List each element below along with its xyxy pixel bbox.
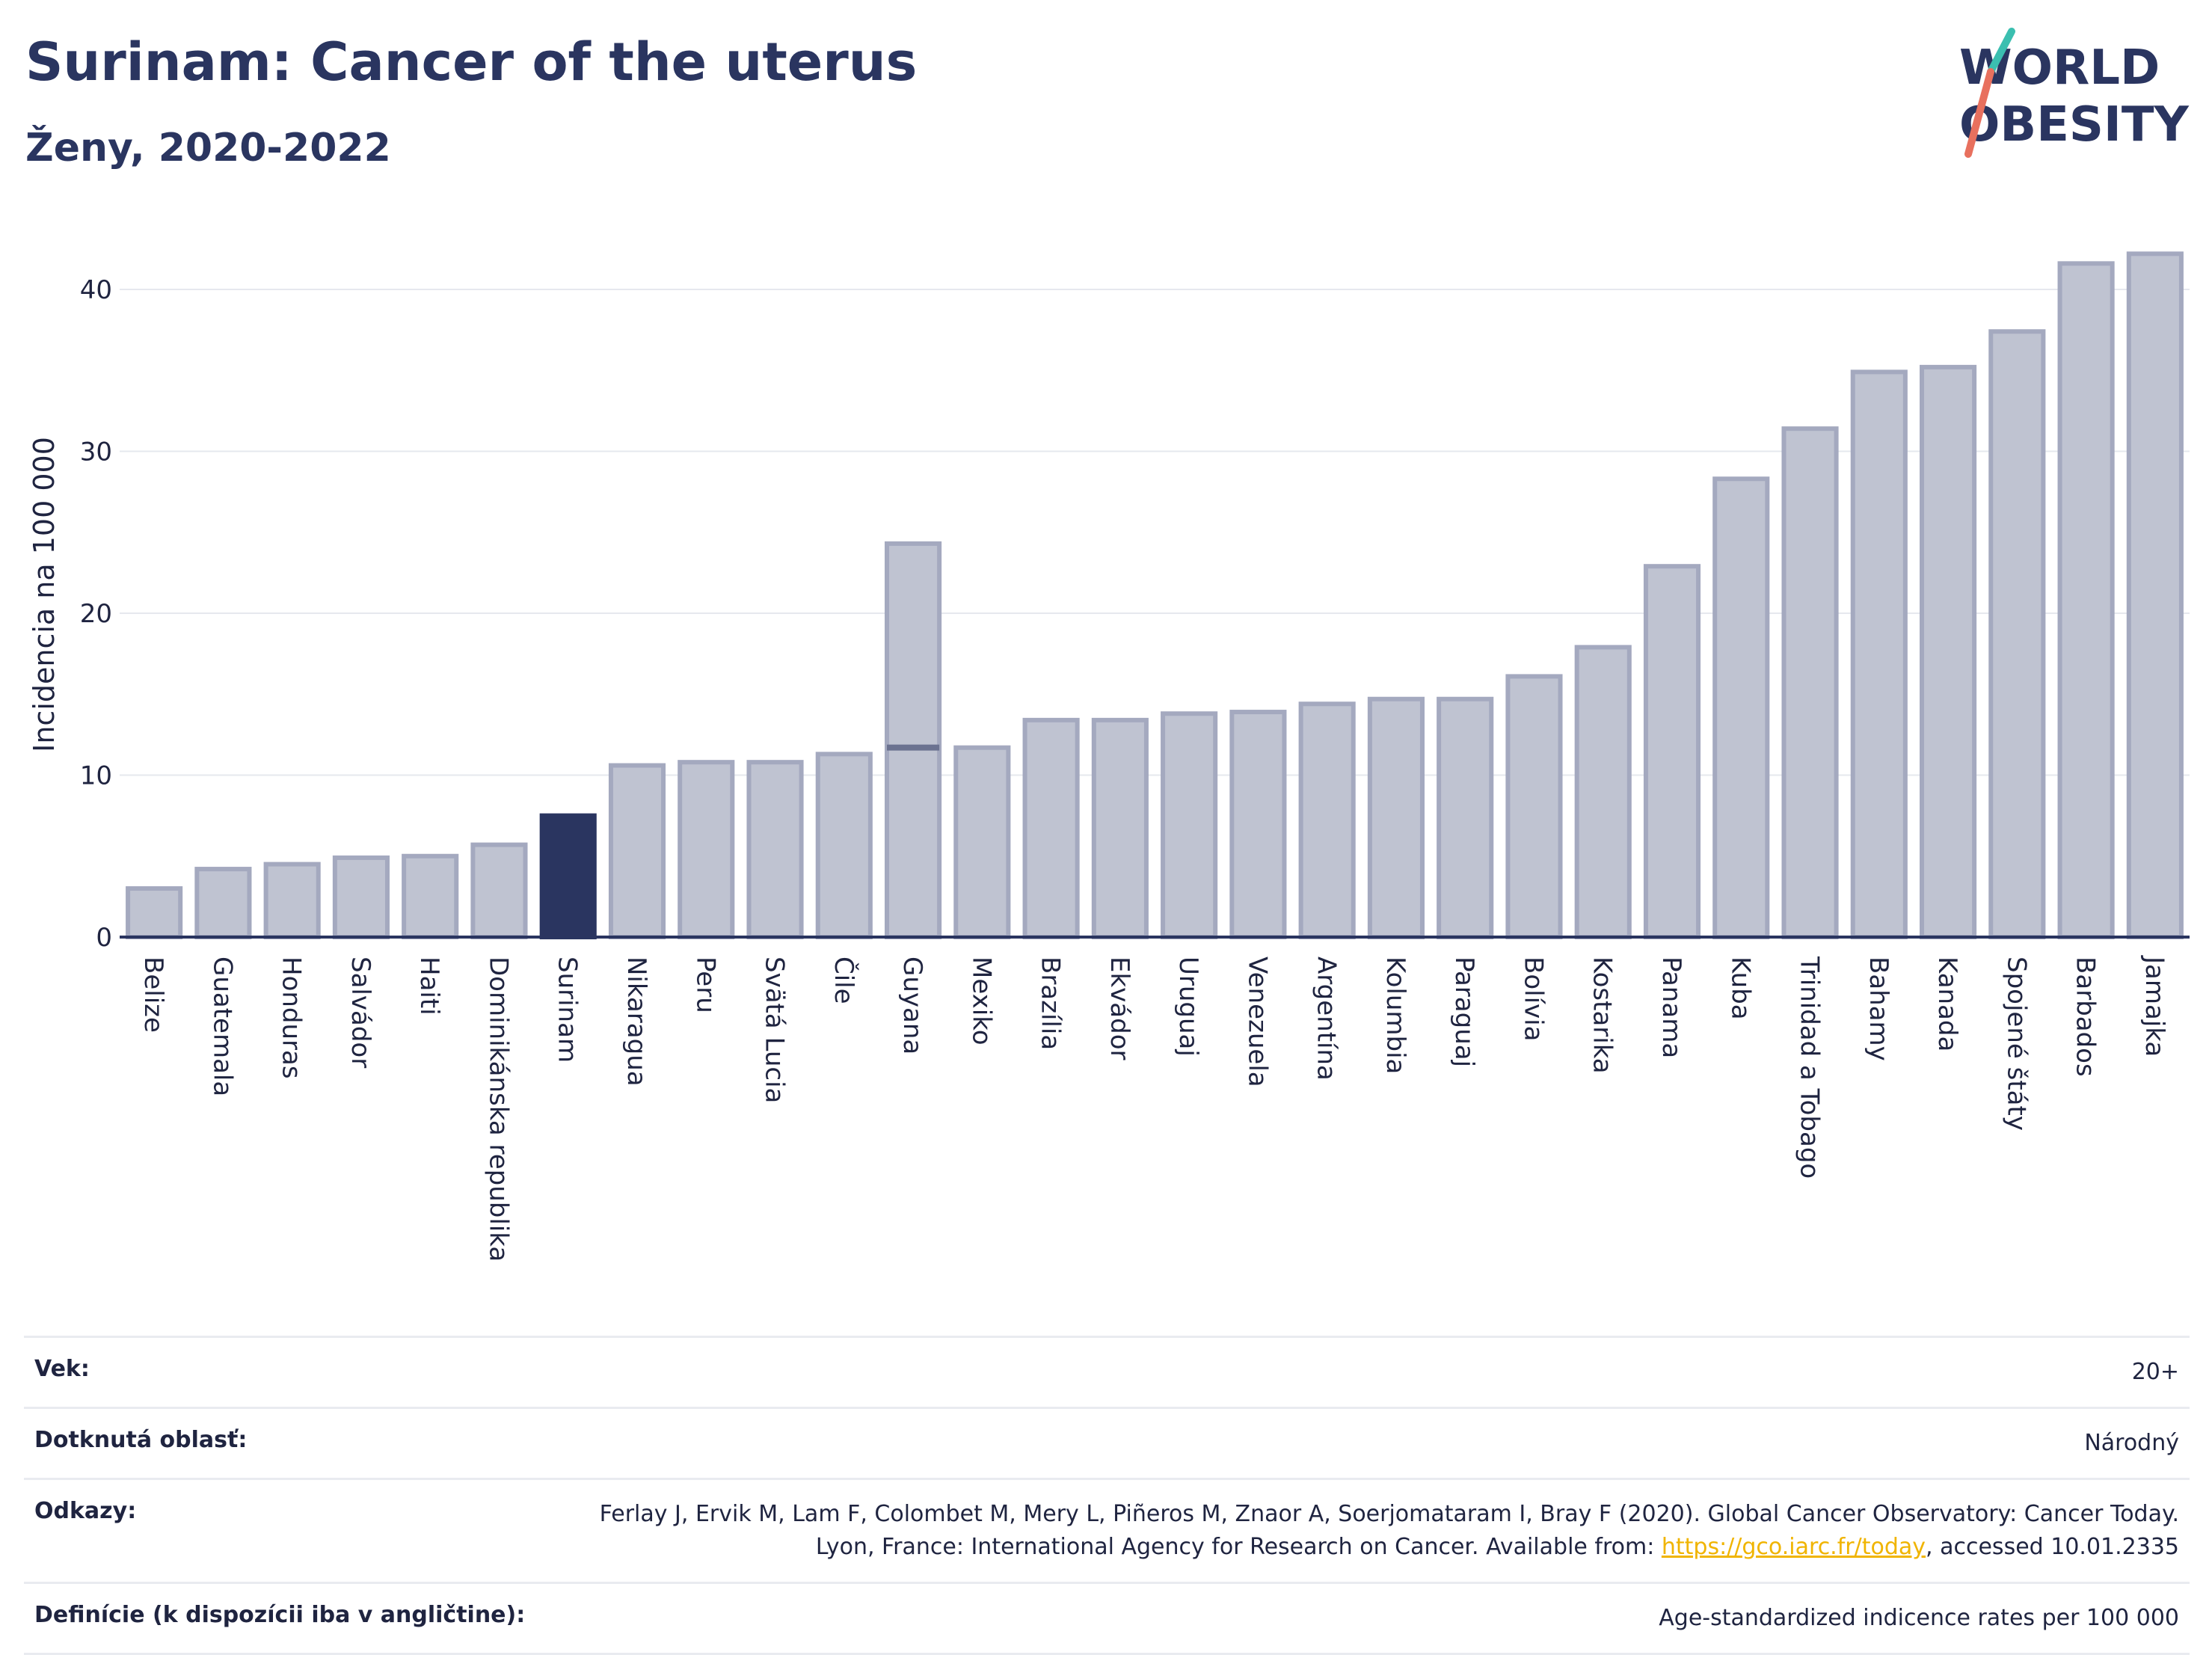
bar-chart: 0 10 20 30 40 Belize Guatemala Honduras Salvádo… xyxy=(28,251,2190,1262)
x-tick-label: Honduras xyxy=(277,957,307,1079)
x-tick-label: Ekvádor xyxy=(1105,957,1134,1060)
x-tick-label: Bolívia xyxy=(1518,957,1548,1041)
x-tick-label: Uruguaj xyxy=(1173,957,1203,1057)
bar-guatemala[interactable] xyxy=(194,867,252,939)
bar-salvádor[interactable] xyxy=(332,855,390,939)
x-tick-label: Kolumbia xyxy=(1380,957,1410,1074)
logo-slash-teal xyxy=(1987,28,2015,76)
category-labels: Belize Guatemala Honduras Salvádor Haiti Domi… xyxy=(138,955,2169,1262)
bar-dominikánska-republika[interactable] xyxy=(470,842,528,940)
meta-row-area: Dotknutá oblasť: Národný xyxy=(24,1407,2190,1478)
metadata-table: Vek: 20+ Dotknutá oblasť: Národný Odkazy… xyxy=(24,1336,2190,1655)
bar-paraguaj[interactable] xyxy=(1437,696,1494,939)
meta-label: Dotknutá oblasť: xyxy=(34,1427,248,1453)
x-tick-label: Nikaragua xyxy=(621,957,651,1087)
meta-label: Vek: xyxy=(34,1356,90,1382)
meta-row-definitions: Definície (k dispozícii iba v angličtine… xyxy=(24,1582,2190,1655)
x-tick-label: Jamajka xyxy=(2139,955,2169,1057)
bar-guyana[interactable] xyxy=(885,541,942,939)
bar-belize[interactable] xyxy=(126,886,183,939)
meta-label: Odkazy: xyxy=(34,1498,137,1524)
world-obesity-logo: WORLD OBESITY xyxy=(1959,28,2189,158)
meta-row-references: Odkazy: Ferlay J, Ervik M, Lam F, Colomb… xyxy=(24,1478,2190,1582)
chart-subtitle: Ženy, 2020-2022 xyxy=(25,126,391,171)
y-tick-label: 20 xyxy=(80,599,112,629)
bar-spojené-štáty[interactable] xyxy=(1988,329,2046,939)
x-tick-label: Paraguaj xyxy=(1449,957,1479,1067)
bar-uruguaj[interactable] xyxy=(1161,711,1218,939)
bar-kanada[interactable] xyxy=(1920,364,1977,939)
bar-bahamy[interactable] xyxy=(1850,369,1908,940)
x-tick-label: Guatemala xyxy=(207,957,237,1096)
bar-brazília[interactable] xyxy=(1022,717,1080,939)
bar-mexiko[interactable] xyxy=(953,745,1011,939)
meta-value: 20+ xyxy=(2131,1359,2179,1385)
bar-jamajka[interactable] xyxy=(2126,251,2184,939)
x-tick-label: Spojené štáty xyxy=(2001,957,2031,1131)
x-tick-label: Kanada xyxy=(1932,957,1962,1051)
bar-venezuela[interactable] xyxy=(1229,710,1287,939)
x-tick-label: Kostarika xyxy=(1588,957,1617,1074)
y-axis-label: Incidencia na 100 000 xyxy=(28,437,61,752)
x-tick-label: Bahamy xyxy=(1864,957,1893,1061)
x-tick-label: Dominikánska republika xyxy=(483,957,513,1262)
meta-value: Ferlay J, Ervik M, Lam F, Colombet M, Me… xyxy=(571,1498,2179,1564)
bar-haiti[interactable] xyxy=(402,853,459,939)
y-tick-label: 40 xyxy=(80,275,112,305)
x-tick-label: Čile xyxy=(829,957,859,1004)
y-tick-label: 30 xyxy=(80,437,112,467)
x-tick-label: Brazília xyxy=(1036,957,1066,1050)
x-tick-label: Belize xyxy=(138,957,168,1033)
x-tick-label: Haiti xyxy=(414,957,444,1016)
x-tick-label: Barbados xyxy=(2071,957,2101,1077)
meta-row-age: Vek: 20+ xyxy=(24,1336,2190,1407)
axes: 0 10 20 30 40 xyxy=(80,275,2190,953)
x-tick-label: Trinidad a Tobago xyxy=(1795,956,1825,1179)
y-tick-label: 0 xyxy=(96,923,112,953)
bar-bolívia[interactable] xyxy=(1505,674,1563,939)
gridlines xyxy=(120,288,2190,776)
x-tick-label: Surinam xyxy=(553,957,583,1063)
meta-label: Definície (k dispozícii iba v angličtine… xyxy=(34,1602,526,1628)
bar-ekvádor[interactable] xyxy=(1091,717,1149,939)
bar-honduras[interactable] xyxy=(263,862,321,940)
bar-peru[interactable] xyxy=(678,760,735,939)
x-tick-label: Salvádor xyxy=(345,957,375,1068)
x-tick-label: Peru xyxy=(690,957,720,1013)
bar-svätá-lucia[interactable] xyxy=(746,760,804,939)
x-tick-label: Kuba xyxy=(1725,957,1755,1020)
bar-čile[interactable] xyxy=(815,752,873,939)
x-tick-label: Guyana xyxy=(897,957,927,1054)
bar-surinam[interactable] xyxy=(539,813,597,940)
bar-panama[interactable] xyxy=(1643,564,1701,939)
logo-line2: OBESITY xyxy=(1959,97,2189,153)
logo-slash-coral xyxy=(1964,68,1994,158)
x-tick-label: Svätá Lucia xyxy=(760,957,790,1103)
reference-link[interactable]: https://gco.iarc.fr/today xyxy=(1661,1534,1926,1560)
x-tick-label: Mexiko xyxy=(966,957,996,1045)
bar-kolumbia[interactable] xyxy=(1367,696,1425,939)
y-tick-label: 10 xyxy=(80,761,112,790)
x-tick-label: Panama xyxy=(1656,957,1686,1058)
bar-kostarika[interactable] xyxy=(1574,645,1632,940)
bar-trinidad-a-tobago[interactable] xyxy=(1781,426,1839,939)
bar-barbados[interactable] xyxy=(2057,261,2115,939)
bar-nikaragua[interactable] xyxy=(608,763,666,939)
meta-value: Age-standardized indicence rates per 100… xyxy=(1659,1605,2179,1631)
reference-accessed: , accessed 10.01.2335 xyxy=(1926,1534,2179,1560)
x-tick-label: Argentína xyxy=(1312,957,1342,1081)
bar-kuba[interactable] xyxy=(1712,476,1770,939)
bar-argentína[interactable] xyxy=(1298,701,1356,939)
bars xyxy=(126,251,2184,940)
x-tick-label: Venezuela xyxy=(1242,957,1272,1087)
meta-value: Národný xyxy=(2084,1430,2179,1456)
reference-text: Ferlay J, Ervik M, Lam F, Colombet M, Me… xyxy=(599,1501,2179,1560)
chart-title: Surinam: Cancer of the uterus xyxy=(25,31,918,93)
